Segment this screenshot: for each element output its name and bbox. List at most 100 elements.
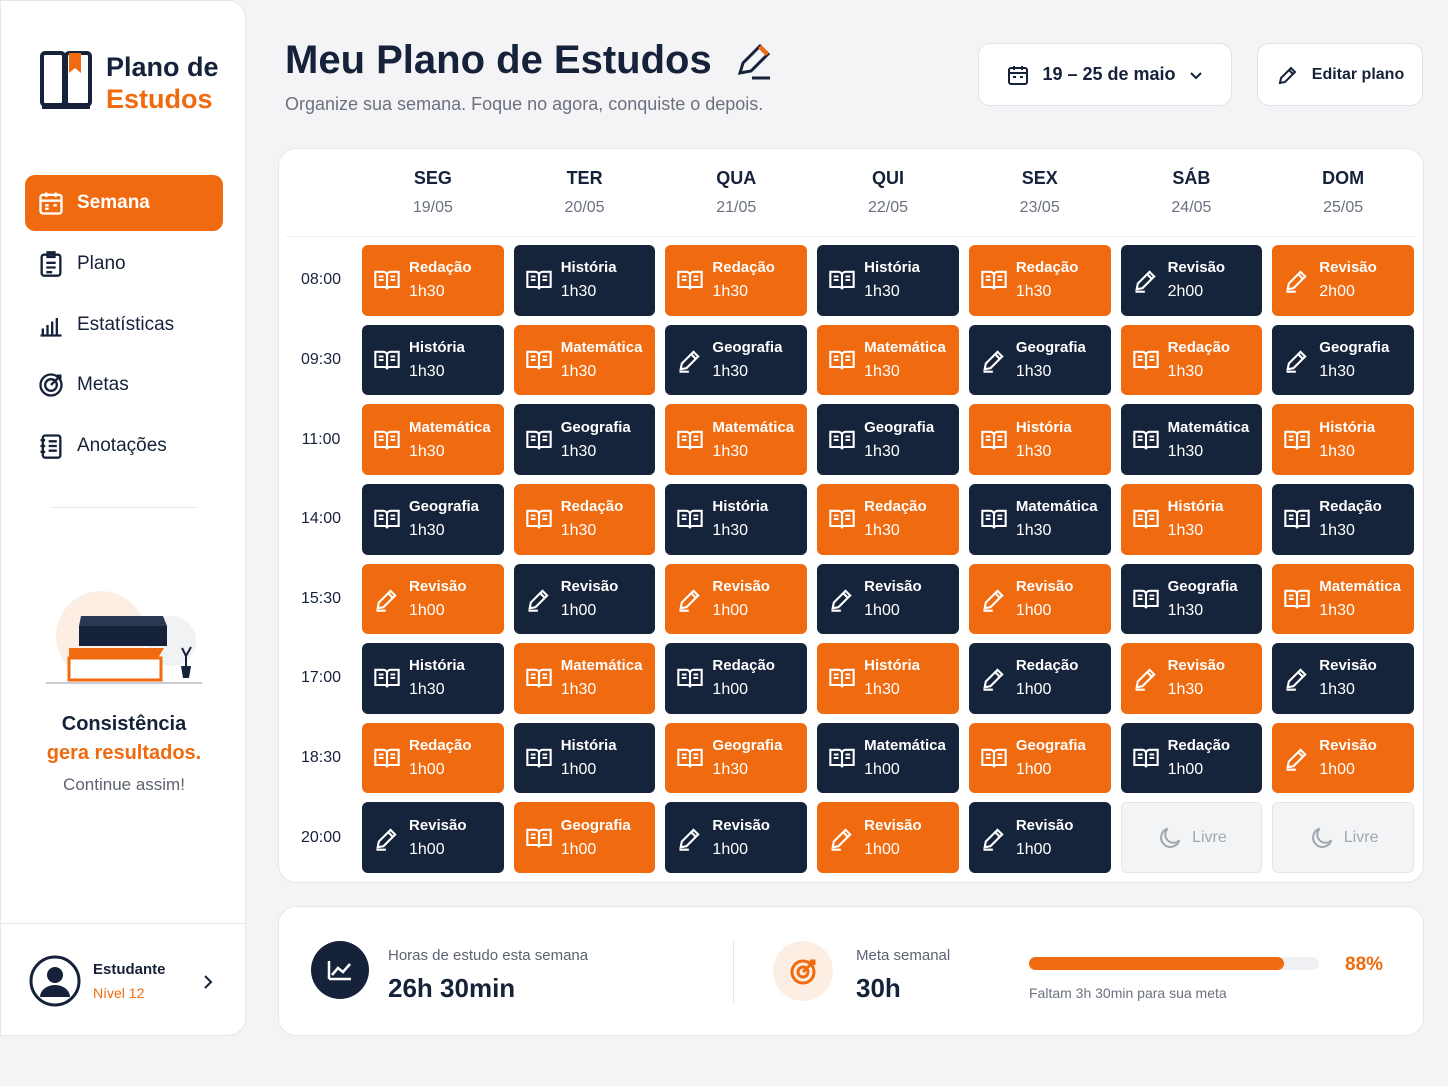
schedule-cell[interactable]: Revisão 1h00 [968, 563, 1111, 635]
cell-text: Geografia 1h30 [409, 498, 479, 540]
schedule-cell[interactable]: Geografia 1h30 [665, 324, 808, 396]
schedule-cell[interactable]: Redação 1h30 [817, 483, 959, 555]
schedule-cell[interactable]: Geografia 1h30 [665, 722, 808, 794]
schedule-cell[interactable]: Matemática 1h30 [513, 643, 656, 714]
nav-item[interactable]: Plano [25, 236, 223, 292]
cell-duration: 1h30 [864, 362, 900, 380]
schedule-cell[interactable]: Matemática 1h30 [817, 324, 959, 396]
schedule-cell[interactable]: Matemática 1h30 [513, 324, 656, 396]
cell-duration: 1h30 [712, 362, 749, 380]
cell-text: Matemática 1h30 [1168, 419, 1250, 461]
schedule-cell[interactable]: Redação 1h30 [1120, 324, 1263, 396]
schedule-cell[interactable]: Redação 1h30 [513, 483, 656, 555]
edit-plan-button[interactable]: Editar plano [1257, 43, 1423, 106]
schedule-cell[interactable]: História 1h30 [817, 643, 959, 714]
schedule-cell[interactable]: Revisão 2h00 [1272, 245, 1414, 316]
schedule-cell[interactable]: Revisão 1h30 [1272, 643, 1414, 714]
cell-text: Matemática 1h30 [1319, 578, 1401, 620]
day-name: SEX [1021, 168, 1058, 188]
schedule-cell[interactable]: Revisão 1h00 [665, 802, 808, 873]
schedule-cell[interactable]: História 1h00 [513, 722, 656, 794]
schedule-cell[interactable]: Redação 1h00 [968, 643, 1111, 714]
cell-subject: Livre [1343, 828, 1379, 846]
schedule-cell[interactable]: Redação 1h30 [665, 245, 808, 316]
schedule-cell[interactable]: Redação 1h30 [362, 245, 504, 316]
cell-text: História 1h30 [1168, 498, 1224, 540]
schedule-cell[interactable]: Revisão 1h00 [513, 563, 656, 635]
schedule-cell[interactable]: Geografia 1h30 [362, 483, 504, 555]
schedule-cell[interactable]: História 1h30 [1272, 404, 1414, 475]
cell-icon [679, 589, 701, 612]
cell-duration: 1h30 [1167, 442, 1204, 460]
progress-percent: 88% [1345, 954, 1384, 975]
cell-icon [374, 430, 400, 450]
cell-subject: Matemática [560, 657, 643, 675]
cell-text: Redação 1h30 [1168, 339, 1231, 381]
cell-icon [376, 828, 397, 851]
schedule-cell[interactable]: Geografia 1h30 [1120, 563, 1263, 635]
cell-duration: 1h00 [1015, 681, 1052, 699]
schedule-cell[interactable]: História 1h30 [817, 245, 959, 316]
schedule-cell[interactable]: História 1h30 [665, 483, 808, 555]
schedule-cell[interactable]: Revisão 1h00 [362, 802, 504, 873]
nav-item[interactable]: Semana [25, 175, 223, 231]
motto-line3: Continue assim! [63, 775, 185, 794]
schedule-cell[interactable]: Geografia 1h30 [968, 324, 1111, 396]
schedule-cell[interactable]: Redação 1h00 [1120, 722, 1263, 794]
logo-text: Plano de Estudos [106, 51, 219, 115]
schedule-cell[interactable]: Matemática 1h30 [1272, 563, 1414, 635]
schedule-cell[interactable]: Redação 1h30 [968, 245, 1111, 316]
schedule-cell[interactable]: Revisão 1h00 [1272, 722, 1414, 794]
schedule-cell[interactable]: Revisão 1h30 [1120, 643, 1263, 714]
schedule-cell[interactable]: História 1h30 [513, 245, 656, 316]
schedule-cell[interactable]: Geografia 1h00 [513, 802, 656, 873]
schedule-cell[interactable]: Matemática 1h30 [362, 404, 504, 475]
divider [51, 507, 197, 508]
schedule-cell[interactable]: Redação 1h00 [362, 722, 504, 794]
cell-subject: Geografia [864, 418, 935, 436]
day-date: 23/05 [1019, 199, 1060, 216]
cell-duration: 1h30 [409, 522, 445, 540]
progress-note: Faltam 3h 30min para sua meta [1029, 985, 1227, 1001]
cell-subject: História [1015, 418, 1072, 436]
schedule-cell[interactable]: Revisão 1h00 [362, 563, 504, 635]
schedule-cell[interactable]: Redação 1h30 [1272, 483, 1414, 555]
schedule-cell[interactable]: Livre [1120, 802, 1263, 873]
schedule-cell[interactable]: História 1h30 [968, 404, 1111, 475]
schedule-cell[interactable]: Geografia 1h30 [1272, 324, 1414, 396]
schedule-cell[interactable]: Revisão 1h00 [968, 802, 1111, 873]
nav-item[interactable]: Metas [25, 357, 223, 413]
schedule-cell[interactable]: Matemática 1h00 [817, 722, 959, 794]
schedule-cell[interactable]: Revisão 1h00 [665, 563, 808, 635]
schedule-cell[interactable]: Revisão 1h00 [817, 802, 959, 873]
cell-icon [1134, 270, 1156, 294]
chevron [204, 975, 213, 989]
schedule-cell[interactable]: Revisão 2h00 [1120, 245, 1263, 316]
cell-text: Geografia 1h30 [1319, 339, 1389, 381]
schedule-cell[interactable]: História 1h30 [362, 643, 504, 714]
cell-subject: História [1319, 418, 1376, 436]
cell-duration: 1h00 [409, 840, 445, 858]
schedule-cell[interactable]: Livre [1272, 802, 1414, 873]
cell-duration: 1h30 [864, 442, 900, 460]
nav-item[interactable]: Estatísticas [25, 297, 223, 353]
cell-duration: 1h30 [1167, 601, 1204, 619]
schedule-cell[interactable]: Geografia 1h30 [513, 404, 656, 475]
schedule-cell[interactable]: Geografia 1h00 [968, 722, 1111, 794]
schedule-cell[interactable]: Matemática 1h30 [968, 483, 1111, 555]
day-date: 22/05 [867, 199, 909, 216]
schedule-cell[interactable]: Matemática 1h30 [1120, 404, 1263, 475]
cell-icon [677, 669, 704, 688]
date-range-button[interactable]: 19 – 25 de maio [978, 43, 1232, 106]
cell-icon [1286, 748, 1307, 771]
schedule-cell[interactable]: Geografia 1h30 [817, 404, 959, 475]
schedule-cell[interactable]: Redação 1h00 [665, 643, 808, 714]
schedule-cell[interactable]: História 1h30 [1120, 483, 1263, 555]
schedule-cell[interactable]: História 1h30 [362, 324, 504, 396]
nav-item[interactable]: Anotações [25, 418, 223, 474]
schedule-cell[interactable]: Matemática 1h30 [665, 404, 808, 475]
schedule-cell[interactable]: Revisão 1h00 [817, 563, 959, 635]
cell-subject: Matemática [1015, 498, 1098, 516]
user-profile[interactable]: Estudante Nível 12 [29, 955, 229, 1009]
